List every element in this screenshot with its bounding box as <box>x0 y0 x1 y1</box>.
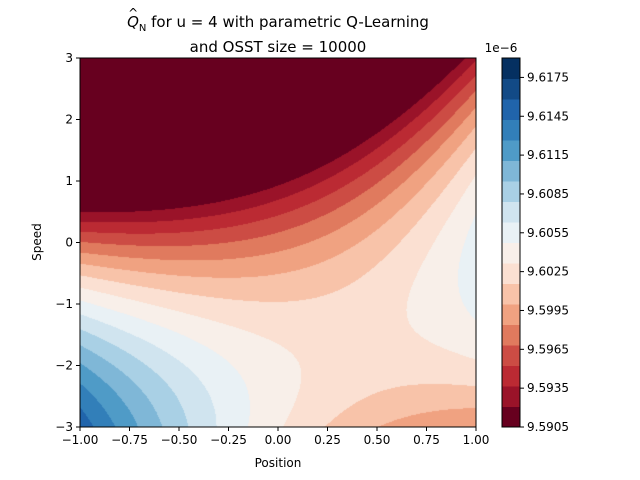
colorbar-level <box>502 345 520 366</box>
x-axis: −1.00 −0.75 −0.50 −0.25 0.00 0.25 0.50 0.75 1.00 <box>62 427 490 447</box>
colorbar-level <box>502 222 520 243</box>
colorbar-tick-label: 9.5995 <box>527 303 569 317</box>
y-tick-label: −1 <box>55 297 73 311</box>
colorbar-tick-label: 9.6055 <box>527 226 569 240</box>
y-tick-label: 3 <box>65 51 73 65</box>
y-tick-label: 0 <box>65 236 73 250</box>
colorbar-level <box>502 283 520 305</box>
colorbar-tick-label: 9.5965 <box>527 342 569 356</box>
colorbar-tick-label: 9.6175 <box>527 70 569 84</box>
title-line-1: for u = 4 with parametric Q-Learning <box>146 13 429 31</box>
x-tick-label: 0.75 <box>413 433 440 447</box>
colorbar-level <box>502 324 520 346</box>
colorbar-level <box>502 181 520 202</box>
x-tick-label: 0.25 <box>314 433 341 447</box>
x-tick-label: 1.00 <box>463 433 490 447</box>
colorbar-level <box>502 263 520 284</box>
colorbar-level <box>502 78 520 100</box>
colorbar-level <box>502 365 520 387</box>
y-tick-label: 1 <box>65 174 73 188</box>
heatmap-surface <box>80 58 476 427</box>
plot-area <box>79 57 477 428</box>
chart-title: ^ QN for u = 4 with parametric Q-Learning… <box>80 6 476 57</box>
x-tick-label: 0.50 <box>364 433 391 447</box>
title-q-hat: ^ QN <box>127 6 147 34</box>
colorbar-tick-label: 9.6115 <box>527 148 569 162</box>
y-axis-label: Speed <box>30 223 44 261</box>
colorbar-level <box>502 160 520 182</box>
colorbar-tick-label: 9.5905 <box>527 420 569 434</box>
y-tick-label: −2 <box>55 359 73 373</box>
x-axis-label: Position <box>255 456 302 470</box>
colorbar-level <box>502 242 520 264</box>
colorbar-level <box>502 99 520 120</box>
colorbar-tick-label: 9.6025 <box>527 265 569 279</box>
y-tick-label: 2 <box>65 113 73 127</box>
colorbar-frame <box>501 57 521 428</box>
x-tick-label: −0.75 <box>111 433 148 447</box>
x-tick-label: −0.50 <box>161 433 198 447</box>
colorbar: 9.5905 9.5935 9.5965 9.5995 9.6025 9.6055 9.60… <box>501 57 569 434</box>
colorbar-tick-label: 9.6145 <box>527 109 569 123</box>
y-axis: −3 −2 −1 0 1 2 3 <box>55 51 80 434</box>
x-tick-label: −0.25 <box>210 433 247 447</box>
colorbar-level <box>502 201 520 223</box>
colorbar-multiplier: 1e−6 <box>485 41 518 55</box>
colorbar-tick-label: 9.5935 <box>527 381 569 395</box>
colorbar-level <box>502 304 520 325</box>
colorbar-level <box>502 140 520 161</box>
colorbar-level <box>502 386 520 407</box>
y-tick-label: −3 <box>55 420 73 434</box>
colorbar-level <box>502 58 520 79</box>
colorbar-tick-label: 9.6085 <box>527 187 569 201</box>
title-line-2: and OSST size = 10000 <box>189 38 367 56</box>
colorbar-level <box>502 406 520 428</box>
x-tick-label: 0.00 <box>265 433 292 447</box>
x-tick-label: −1.00 <box>62 433 99 447</box>
colorbar-level <box>502 119 520 141</box>
